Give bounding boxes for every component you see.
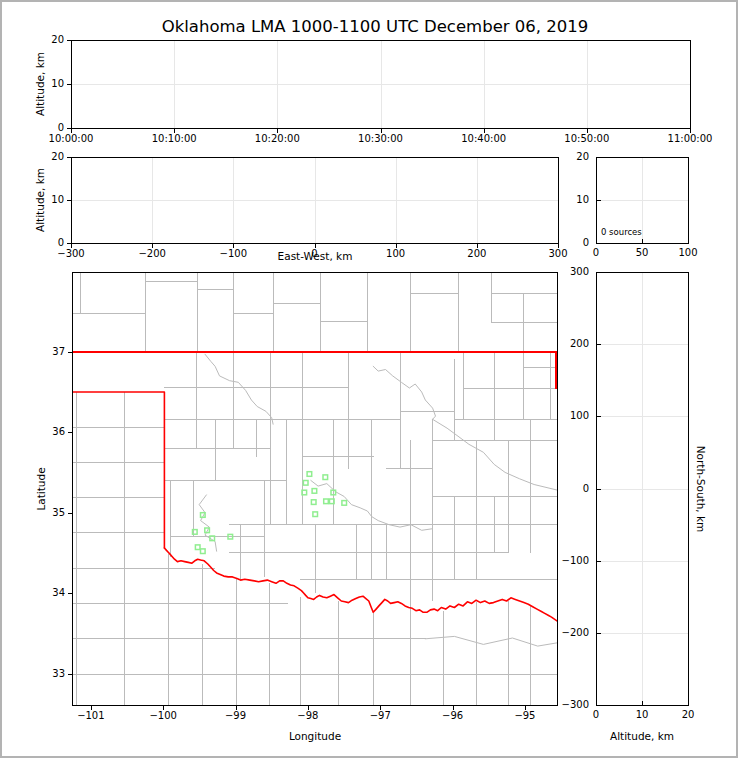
panel-east-west-height [71,157,559,244]
figure-title: Oklahoma LMA 1000-1100 UTC December 06, … [65,17,685,37]
y-tick-label: 10 [4,194,64,206]
x-tick-label: −98 [268,710,348,722]
x-tick-mark [642,239,643,243]
x-axis-label-longitude: Longitude [215,730,415,743]
x-tick-label: 10:20:00 [237,133,317,145]
y-tick-label: 34 [5,587,65,599]
y-tick-label: 0 [529,237,589,249]
y-axis-label-latitude: Latitude [33,439,49,539]
x-tick-label: 100 [648,247,728,259]
y-tick-label: −200 [529,627,589,639]
x-tick-label: −300 [31,248,111,260]
x-tick-label: 11:00:00 [650,133,730,145]
y-tick-label: 10 [4,78,64,90]
x-tick-label: −100 [123,710,203,722]
y-tick-mark [67,128,71,129]
y-tick-label: 0 [4,122,64,134]
x-tick-label: 10:30:00 [341,133,421,145]
y-tick-label: −300 [529,699,589,711]
y-tick-label: 35 [5,507,65,519]
x-tick-mark [688,239,689,243]
y-tick-mark [68,352,72,353]
panel-time-height [71,40,691,129]
y-tick-mark [597,200,601,201]
y-tick-mark [597,272,601,273]
y-tick-mark [597,243,601,244]
y-tick-mark [597,489,601,490]
x-tick-label: −97 [340,710,420,722]
y-tick-label: 0 [529,483,589,495]
x-tick-label: −95 [485,710,565,722]
y-tick-mark [597,416,601,417]
y-tick-mark [67,200,71,201]
y-tick-mark [597,344,601,345]
y-tick-mark [597,705,601,706]
x-tick-label: −96 [413,710,493,722]
x-tick-label: −200 [112,248,192,260]
y-tick-label: 10 [529,194,589,206]
x-tick-label: 200 [437,248,517,260]
x-tick-label: −101 [51,710,131,722]
x-tick-label: 100 [356,248,436,260]
y-tick-mark [68,674,72,675]
y-tick-label: 0 [4,237,64,249]
panel-north-south-height [596,272,689,706]
y-tick-mark [597,561,601,562]
y-tick-label: 33 [5,668,65,680]
y-tick-mark [597,633,601,634]
x-tick-label: 10:00:00 [31,133,111,145]
y-tick-label: 20 [529,151,589,163]
x-tick-label: 0 [275,248,355,260]
x-tick-label: 10:50:00 [547,133,627,145]
y-tick-label: 36 [5,426,65,438]
y-tick-label: 37 [5,346,65,358]
y-tick-label: 20 [4,34,64,46]
y-tick-label: 100 [529,410,589,422]
panel-plan-view-map [72,272,558,706]
x-tick-label: 10:10:00 [134,133,214,145]
x-tick-label: 10:40:00 [444,133,524,145]
y-tick-mark [67,243,71,244]
x-tick-label: −100 [193,248,273,260]
x-tick-mark [688,701,689,705]
y-axis-label-north-south: North-South, km [693,439,709,539]
y-tick-mark [68,593,72,594]
source-count-annotation: 0 sources [601,227,642,237]
y-tick-label: 20 [4,151,64,163]
y-tick-mark [67,84,71,85]
y-tick-label: 200 [529,338,589,350]
y-tick-mark [597,157,601,158]
y-tick-label: 300 [529,266,589,278]
y-tick-mark [67,157,71,158]
figure: Oklahoma LMA 1000-1100 UTC December 06, … [0,0,738,758]
y-tick-mark [68,432,72,433]
x-tick-label: 20 [648,709,728,721]
x-axis-label-altitude: Altitude, km [542,730,738,743]
x-tick-mark [642,701,643,705]
x-tick-label: −99 [196,710,276,722]
y-tick-label: −100 [529,555,589,567]
y-tick-mark [67,40,71,41]
y-tick-mark [68,513,72,514]
